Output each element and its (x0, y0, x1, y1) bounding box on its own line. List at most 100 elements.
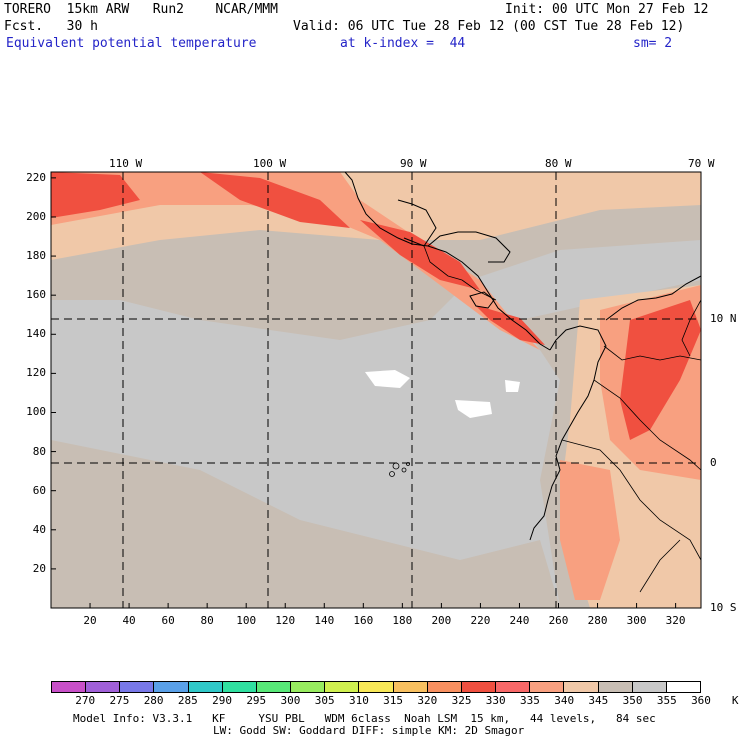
y-tick-label: 200 (26, 209, 46, 223)
y-tick-label: 20 (32, 561, 46, 575)
colorbar-label: 330 (485, 694, 506, 707)
x-tick-label: 160 (353, 614, 374, 627)
x-tick-label: 220 (470, 614, 491, 627)
colorbar-label: 315 (383, 694, 404, 707)
x-tick-label: 100 (236, 614, 257, 627)
model-title: TORERO 15km ARW Run2 NCAR/MMM (4, 2, 278, 17)
colorbar-swatch (291, 682, 326, 692)
lat-lon-grid (51, 172, 701, 608)
colorbar-swatch (598, 682, 633, 692)
x-tick-label: 140 (314, 614, 335, 627)
map-frame (50, 171, 702, 609)
colorbar-label: 270 (75, 694, 96, 707)
colorbar-swatch (461, 682, 497, 692)
colorbar-swatch (530, 682, 565, 692)
colorbar-swatch (666, 682, 700, 692)
colorbar-swatch (564, 682, 599, 692)
colorbar-swatch (632, 682, 667, 692)
y-tick-label: 180 (26, 249, 46, 263)
lat-label-0: 0 (710, 456, 717, 469)
colorbar-label: 295 (246, 694, 267, 707)
x-tick-label: 260 (548, 614, 569, 627)
axis-ticks (51, 177, 677, 608)
colorbar-label: 335 (520, 694, 540, 707)
colorbar-swatch (154, 682, 189, 692)
colorbar-label: 360 (691, 694, 711, 707)
colorbar-swatch (120, 682, 155, 692)
physics-info: LW: Godd SW: Goddard DIFF: simple KM: 2D… (213, 724, 525, 737)
band-345-south (51, 440, 560, 608)
x-tick-label: 40 (122, 614, 136, 627)
init-time: Init: 00 UTC Mon 27 Feb 12 (505, 2, 709, 17)
x-tick-label: 20 (83, 614, 97, 627)
colorbar-label: 305 (314, 694, 335, 707)
colorbar-label: 290 (212, 694, 232, 707)
colorbar-label: 285 (177, 694, 198, 707)
colorbar-label: 310 (348, 694, 369, 707)
x-tick-label: 200 (431, 614, 452, 627)
colorbar-swatch (496, 682, 531, 692)
y-tick-label: 40 (32, 522, 46, 536)
colorbar-label: 350 (622, 694, 643, 707)
lat-label-10n: 10 N (710, 312, 737, 325)
lon-label-70w: 70 W (688, 157, 715, 170)
y-tick-label: 220 (26, 170, 46, 184)
lon-label-100w: 100 W (253, 157, 287, 170)
colorbar-swatch (325, 682, 360, 692)
colorbar-label: 325 (451, 694, 472, 707)
x-tick-label: 280 (587, 614, 608, 627)
colorbar-label: 300 (280, 694, 301, 707)
country-borders (423, 245, 702, 593)
lon-label-90w: 90 W (400, 157, 427, 170)
colorbar-label: K (731, 694, 739, 707)
x-tick-label: 60 (161, 614, 175, 627)
colorbar-label: 320 (417, 694, 438, 707)
level-index: at k-index = 44 (340, 36, 466, 51)
x-tick-label: 320 (665, 614, 686, 627)
y-tick-label: 60 (32, 483, 46, 497)
colorbar-label: 280 (143, 694, 164, 707)
x-tick-label: 300 (626, 614, 647, 627)
forecast-hour: Fcst. 30 h (4, 19, 98, 34)
x-tick-label: 120 (275, 614, 296, 627)
band-355-a (365, 370, 410, 388)
colorbar-labels: 270 275 280 285 290 295 300 305 310 315 320 325 330 3… (51, 695, 740, 707)
band-330-b (200, 172, 350, 228)
x-tick-label: 80 (200, 614, 214, 627)
lon-label-80w: 80 W (545, 157, 572, 170)
band-355-b (455, 400, 492, 418)
colorbar-swatch (52, 682, 87, 692)
y-tick-label: 140 (26, 327, 46, 341)
y-tick-label: 160 (26, 288, 46, 302)
band-335-southeast (560, 460, 620, 600)
colorbar (51, 681, 701, 693)
band-330-c (360, 220, 480, 290)
colorbar-label: 345 (588, 694, 609, 707)
band-330 (51, 172, 140, 218)
y-tick-label: 120 (26, 366, 46, 380)
valid-time: Valid: 06 UTC Tue 28 Feb 12 (00 CST Tue … (293, 19, 685, 34)
field-name: Equivalent potential temperature (6, 36, 257, 51)
x-tick-label: 240 (509, 614, 530, 627)
coastlines (344, 171, 702, 541)
colorbar-swatch (359, 682, 394, 692)
colorbar-label: 340 (554, 694, 575, 707)
band-330-d (475, 305, 545, 345)
smoothing: sm= 2 (633, 36, 673, 51)
colorbar-swatch (393, 682, 428, 692)
band-355-c (505, 380, 520, 392)
colorbar-swatch (188, 682, 223, 692)
map-panel (50, 171, 702, 609)
colorbar-label: 355 (656, 694, 677, 707)
colorbar-swatch (222, 682, 257, 692)
lat-label-10s: 10 S (710, 601, 737, 614)
colorbar-label: 275 (109, 694, 130, 707)
y-tick-label: 100 (26, 405, 46, 419)
colorbar-swatch (427, 682, 462, 692)
x-tick-label: 180 (392, 614, 413, 627)
lon-label-110w: 110 W (109, 157, 143, 170)
y-tick-label: 80 (32, 444, 46, 458)
colorbar-swatch (86, 682, 121, 692)
band-330-e (620, 300, 701, 440)
colorbar-swatch (256, 682, 292, 692)
